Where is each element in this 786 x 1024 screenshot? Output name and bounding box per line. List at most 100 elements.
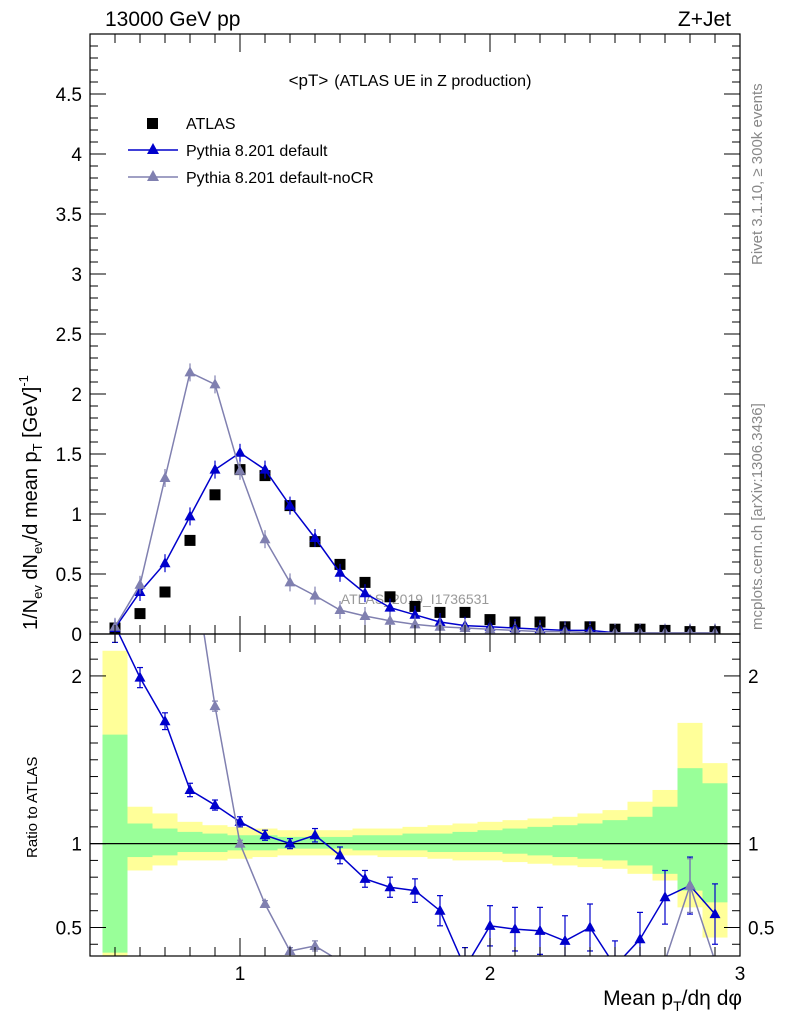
main-y-tick-label: 4 (71, 145, 82, 166)
uncertainty-band-green (152, 828, 178, 856)
ratio-marker (460, 962, 471, 972)
uncertainty-band-green (477, 830, 503, 853)
ratio-marker (334, 849, 346, 860)
main-marker (384, 601, 396, 612)
main-title: <pT> (289, 71, 329, 90)
main-y-tick-label: 3 (71, 265, 82, 286)
ratio-marker (234, 815, 246, 826)
rivet-label: Rivet 3.1.10, ≥ 300k events (749, 83, 766, 265)
atlas-data-marker (459, 606, 471, 618)
uncertainty-band-green (402, 833, 428, 851)
main-marker (184, 366, 196, 377)
ratio-marker (259, 829, 271, 840)
x-tick-label: 1 (235, 964, 246, 985)
main-marker (209, 378, 221, 389)
main-y-axis-title: 1/Nev dNev/d mean pT [GeV]-1 (16, 375, 45, 630)
atlas-data-marker (134, 608, 146, 620)
ratio-y-axis-title: Ratio to ATLAS (24, 757, 41, 858)
ratio-y-tick-label: 1 (71, 835, 82, 856)
main-marker (209, 463, 221, 474)
ratio-y-tick-label: 0.5 (56, 918, 82, 939)
atlas-data-marker (359, 576, 371, 588)
main-marker (234, 446, 246, 457)
analysis-watermark: ATLAS_2019_I1736531 (341, 591, 490, 607)
ratio-marker (610, 960, 621, 970)
main-marker (309, 589, 321, 600)
main-y-tick-label: 4.5 (56, 85, 82, 106)
atlas-data-marker (434, 606, 446, 618)
ratio-marker (184, 783, 196, 794)
ratio-marker (209, 799, 221, 810)
uncertainty-band-green (327, 836, 353, 849)
ratio-marker (384, 881, 396, 892)
uncertainty-band-green (202, 833, 228, 853)
main-y-tick-label: 2 (71, 385, 82, 406)
ratio-y-tick-label-right: 1 (748, 835, 759, 856)
uncertainty-band-green (627, 816, 653, 866)
ratio-marker (434, 904, 446, 915)
ratio-marker (259, 898, 271, 909)
ratio-marker (659, 891, 671, 902)
main-marker (334, 566, 346, 577)
ratio-marker (534, 924, 546, 935)
main-marker (409, 618, 421, 629)
ratio-marker (634, 933, 646, 944)
main-marker (284, 499, 296, 510)
legend-label-nocr: Pythia 8.201 default-noCR (186, 170, 374, 187)
main-plot-area: 0 0.5 1 1.5 2 2.5 3 3.5 4 4.5 (56, 33, 741, 646)
main-y-tick-label: 0.5 (56, 565, 82, 586)
main-marker (159, 557, 171, 568)
legend-marker-default (147, 143, 159, 154)
main-marker (259, 463, 271, 474)
ratio-y-tick-label-right: 2 (748, 667, 759, 688)
ratio-marker (159, 715, 171, 726)
header-left: 13000 GeV pp (105, 8, 240, 31)
legend-marker-atlas (147, 118, 158, 129)
main-marker (184, 510, 196, 521)
ratio-marker (309, 829, 321, 840)
uncertainty-band-green (452, 831, 478, 853)
ratio-marker (509, 923, 521, 934)
legend-label-default: Pythia 8.201 default (186, 143, 328, 160)
legend-label-atlas: ATLAS (186, 116, 236, 133)
uncertainty-band-green (302, 836, 328, 849)
atlas-data-marker (209, 489, 221, 501)
main-marker (409, 608, 421, 619)
main-marker (134, 578, 146, 589)
ratio-marker (584, 921, 596, 932)
uncertainty-band-green (177, 831, 203, 853)
main-y-tick-label: 3.5 (56, 205, 82, 226)
uncertainty-band-green (702, 783, 728, 903)
ratio-marker (359, 872, 371, 883)
uncertainty-band-green (427, 833, 453, 853)
main-y-tick-label: 1 (71, 505, 82, 526)
main-marker (159, 472, 171, 482)
uncertainty-band-green (352, 835, 378, 851)
mcplots-label: mcplots.cern.ch [arXiv:1306.3436] (749, 403, 766, 630)
ratio-marker (284, 837, 296, 848)
main-marker (309, 532, 321, 542)
legend-marker-nocr (147, 170, 159, 181)
x-tick-label: 3 (735, 964, 746, 985)
uncertainty-band-green (502, 828, 528, 854)
ratio-marker (234, 837, 246, 848)
uncertainty-band-green (602, 820, 628, 861)
ratio-marker (559, 934, 571, 945)
header-right: Z+Jet (678, 8, 731, 31)
legend: ATLAS Pythia 8.201 default Pythia 8.201 … (128, 116, 374, 187)
ratio-plot-area: 1 2 3 0.5 0.5 1 1 2 2 (56, 633, 774, 985)
uncertainty-band-green (127, 823, 153, 858)
main-y-tick-label: 1.5 (56, 445, 82, 466)
ratio-marker (134, 671, 146, 682)
uncertainty-band-green (652, 806, 678, 874)
ratio-marker (209, 700, 221, 711)
uncertainty-band-green (377, 835, 403, 851)
ratio-series-line (118, 634, 716, 956)
main-marker (359, 610, 371, 620)
uncertainty-band-green (577, 823, 603, 859)
ratio-marker (309, 939, 321, 950)
uncertainty-band-green (527, 826, 553, 856)
main-marker (259, 533, 271, 544)
main-marker (384, 614, 396, 625)
